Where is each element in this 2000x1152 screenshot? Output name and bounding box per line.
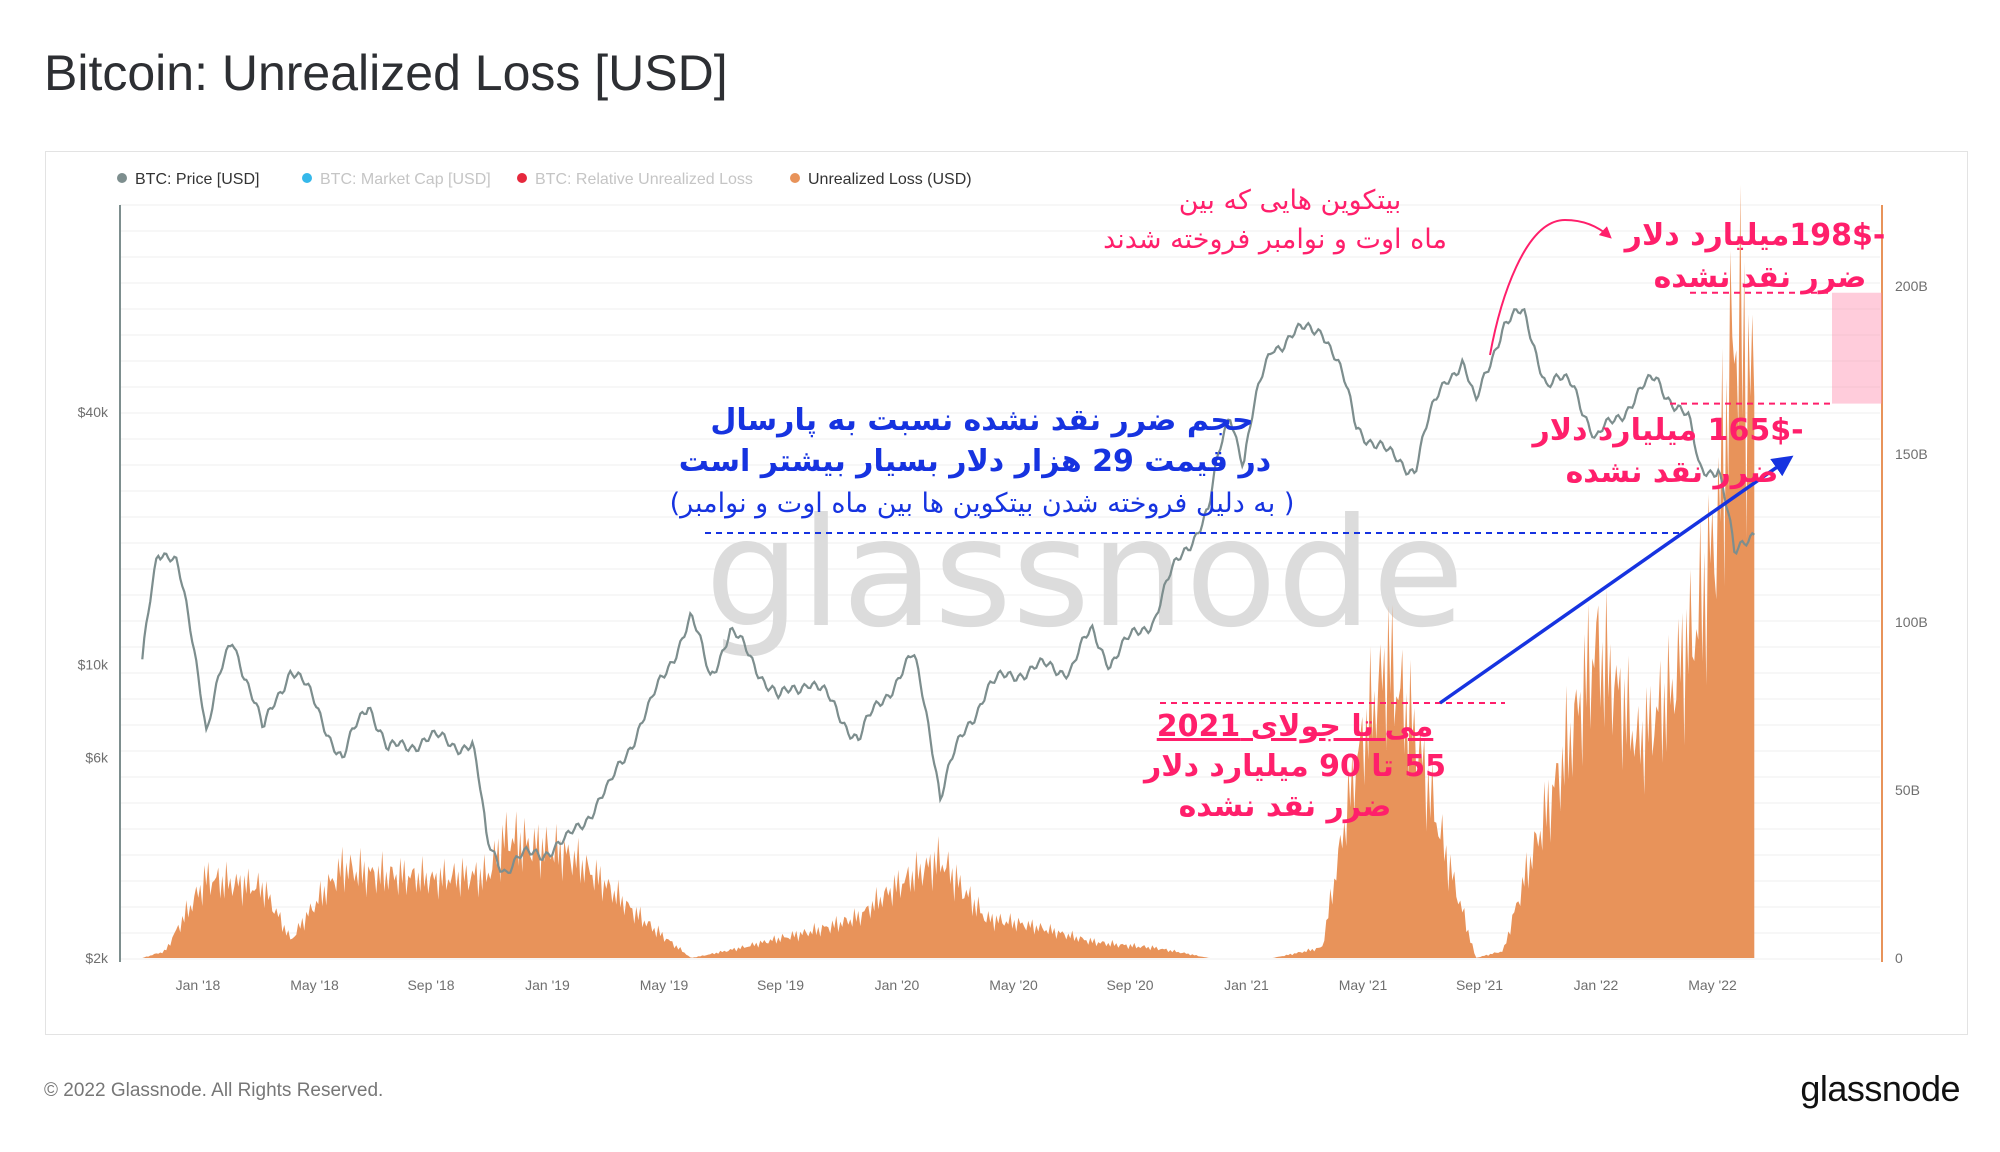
series-unrealized-loss-area xyxy=(142,184,1755,958)
legend-label: BTC: Relative Unrealized Loss xyxy=(535,171,753,188)
legend-label: BTC: Price [USD] xyxy=(135,171,259,188)
annotation-current-label: -165$ میلیارد دلار xyxy=(1530,413,1803,448)
annotation-peak-label: -198$میلیارد دلار xyxy=(1623,218,1886,253)
annotation-blue-note: در قیمت 29 هزار دلار بسیار بیشتر است xyxy=(679,444,1271,479)
blue-arrow xyxy=(1438,455,1794,705)
y-left-tick-label: $10k xyxy=(78,657,109,673)
annotation-may-jul-label: 55 تا 90 میلیارد دلار xyxy=(1142,749,1446,784)
y-right-tick-label: 100B xyxy=(1895,614,1928,630)
x-tick-label: Jan '21 xyxy=(1224,977,1269,993)
legend-marker[interactable] xyxy=(302,173,312,183)
y-right-tick-label: 150B xyxy=(1895,446,1928,462)
x-tick-label: Sep '19 xyxy=(757,977,804,993)
legend-marker[interactable] xyxy=(790,173,800,183)
x-tick-label: May '19 xyxy=(640,977,689,993)
annotation-blue-note: حجم ضرر نقد نشده نسبت به پارسال xyxy=(710,403,1253,438)
annotation-top-note: ماه اوت و نوامبر فروخته شدند xyxy=(1103,224,1447,255)
annotation-may-jul-label: می تا جولای 2021 xyxy=(1157,709,1434,744)
pink-curved-arrow xyxy=(1489,218,1612,356)
x-tick-label: Sep '20 xyxy=(1106,977,1153,993)
watermark: glassnode xyxy=(705,487,1464,661)
copyright-footer: © 2022 Glassnode. All Rights Reserved. xyxy=(44,1080,384,1101)
y-left-tick-label: $40k xyxy=(78,404,109,420)
annotation-peak-label: ضرر نقد نشده xyxy=(1654,260,1867,295)
annotation-may-jul-label: ضرر نقد نشده xyxy=(1179,789,1392,824)
y-left-tick-label: $2k xyxy=(85,950,109,966)
y-right-tick-label: 50B xyxy=(1895,782,1920,798)
legend-marker[interactable] xyxy=(117,173,127,183)
annotation-top-note: بیتکوین هایی که بین xyxy=(1179,185,1402,216)
y-left-tick-label: $6k xyxy=(85,750,109,766)
x-tick-label: May '22 xyxy=(1688,977,1737,993)
x-tick-label: May '18 xyxy=(290,977,339,993)
x-tick-label: Jan '22 xyxy=(1574,977,1619,993)
legend-label: Unrealized Loss (USD) xyxy=(808,171,972,188)
legend-marker[interactable] xyxy=(517,173,527,183)
annotation-current-label: ضرر نقد نشده xyxy=(1566,455,1779,490)
x-tick-label: May '21 xyxy=(1339,977,1388,993)
y-right-tick-label: 200B xyxy=(1895,278,1928,294)
chart-frame xyxy=(45,151,1968,1035)
page-title: Bitcoin: Unrealized Loss [USD] xyxy=(44,45,728,101)
brand-logo: glassnode xyxy=(1800,1068,1960,1109)
peak-highlight-box xyxy=(1832,292,1882,404)
y-right-tick-label: 0 xyxy=(1895,950,1903,966)
series-price-line xyxy=(141,307,1755,875)
x-tick-label: May '20 xyxy=(989,977,1038,993)
x-tick-label: Jan '18 xyxy=(176,977,221,993)
x-tick-label: Jan '19 xyxy=(525,977,570,993)
x-tick-label: Jan '20 xyxy=(875,977,920,993)
x-tick-label: Sep '18 xyxy=(407,977,454,993)
annotation-blue-note: ( به دلیل فروخته شدن بیتکوین ها بین ماه … xyxy=(670,488,1295,519)
x-tick-label: Sep '21 xyxy=(1456,977,1503,993)
legend-label: BTC: Market Cap [USD] xyxy=(320,171,491,188)
